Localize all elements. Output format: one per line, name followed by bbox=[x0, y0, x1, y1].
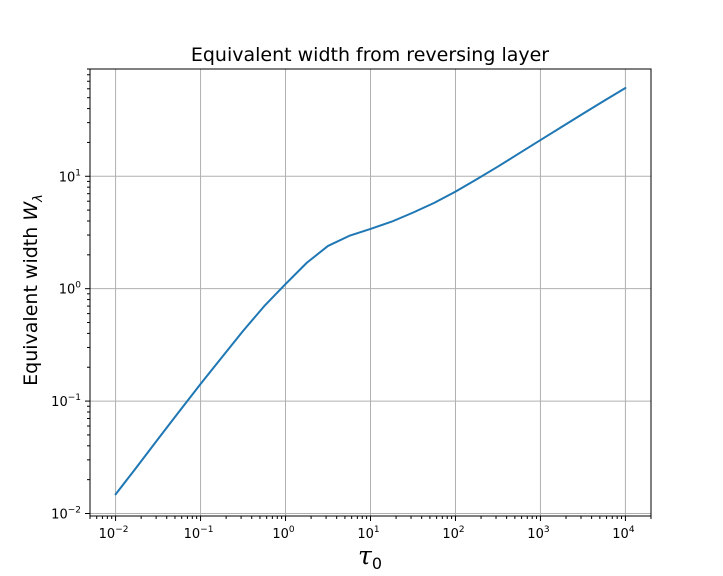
x-tick-base: 10 bbox=[272, 527, 289, 542]
y-tick-label: 101 bbox=[59, 168, 81, 185]
y-tick-base: 10 bbox=[59, 170, 76, 185]
x-tick-exponent: −2 bbox=[115, 525, 128, 535]
x-tick-base: 10 bbox=[442, 527, 459, 542]
grid bbox=[90, 69, 651, 516]
plot-frame bbox=[89, 68, 652, 517]
x-tick-exponent: 0 bbox=[289, 525, 295, 535]
y-tick-exponent: 0 bbox=[75, 281, 81, 291]
y-tick-exponent: 1 bbox=[75, 168, 81, 178]
y-axis-label: Equivalent width Wλ bbox=[20, 194, 46, 386]
x-tick-base: 10 bbox=[527, 527, 544, 542]
x-tick-label: 100 bbox=[272, 525, 295, 542]
x-tick-exponent: 4 bbox=[629, 525, 635, 535]
x-tick-exponent: −1 bbox=[200, 525, 213, 535]
y-tick-base: 10 bbox=[51, 395, 68, 410]
x-tick-label: 103 bbox=[527, 525, 549, 542]
x-tick-label: 104 bbox=[612, 525, 635, 542]
x-tick-exponent: 2 bbox=[459, 525, 465, 535]
major-ticks bbox=[85, 175, 626, 521]
y-tick-label: 100 bbox=[59, 281, 82, 298]
x-tick-label: 102 bbox=[442, 525, 464, 542]
x-tick-base: 10 bbox=[357, 527, 374, 542]
y-tick-exponent: −1 bbox=[68, 393, 81, 403]
y-axis-label-symbol: W bbox=[20, 201, 42, 221]
x-axis-label-subscript: 0 bbox=[372, 554, 382, 573]
x-tick-label: 10−2 bbox=[99, 525, 129, 542]
y-axis-label-subscript: λ bbox=[31, 194, 46, 203]
y-tick-base: 10 bbox=[51, 507, 68, 522]
series-layer bbox=[114, 86, 627, 496]
x-axis-label: τ0 bbox=[358, 541, 382, 573]
y-axis-label-text: Equivalent width bbox=[20, 221, 42, 386]
x-tick-base: 10 bbox=[184, 527, 201, 542]
series-line bbox=[114, 86, 627, 496]
chart-title: Equivalent width from reversing layer bbox=[191, 44, 549, 66]
x-tick-base: 10 bbox=[99, 527, 116, 542]
x-tick-exponent: 3 bbox=[544, 525, 550, 535]
y-tick-label: 10−1 bbox=[51, 393, 81, 410]
y-tick-label: 10−2 bbox=[51, 505, 81, 522]
x-tick-exponent: 1 bbox=[374, 525, 380, 535]
y-tick-base: 10 bbox=[59, 283, 76, 298]
x-tick-label: 10−1 bbox=[184, 525, 214, 542]
x-axis-label-symbol: τ bbox=[358, 541, 373, 570]
x-tick-label: 101 bbox=[357, 525, 379, 542]
y-tick-exponent: −2 bbox=[68, 505, 81, 515]
x-tick-base: 10 bbox=[612, 527, 629, 542]
